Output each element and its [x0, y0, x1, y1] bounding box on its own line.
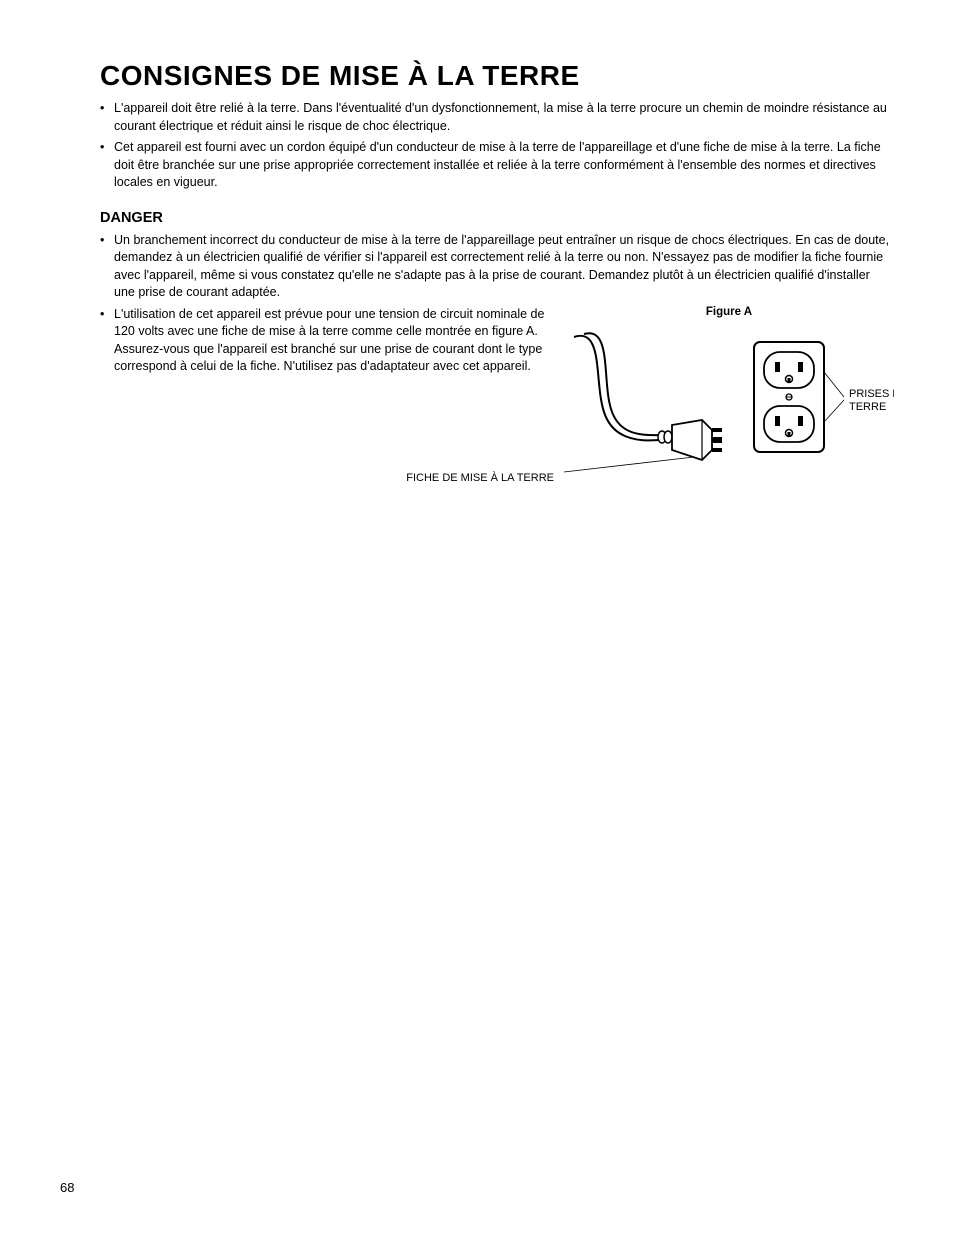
outlet-label-line1: PRISES DE: [849, 388, 894, 400]
page-number: 68: [60, 1180, 74, 1195]
danger-bullet-list: Un branchement incorrect du conducteur d…: [100, 232, 894, 302]
outlet-label-line2: TERRE: [849, 401, 886, 413]
page: CONSIGNES DE MISE À LA TERRE L'appareil …: [0, 0, 954, 1235]
danger-heading: DANGER: [100, 210, 894, 226]
plug-label: FICHE DE MISE À LA TERRE: [404, 472, 554, 484]
grounding-figure-icon: PRISES DE TERRE: [564, 322, 894, 482]
intro-bullet-list: L'appareil doit être relié à la terre. D…: [100, 100, 894, 192]
page-title: CONSIGNES DE MISE À LA TERRE: [100, 60, 894, 92]
danger-bullet-list-2: L'utilisation de cet appareil est prévue…: [100, 306, 556, 376]
list-item: L'utilisation de cet appareil est prévue…: [100, 306, 556, 376]
list-item: L'appareil doit être relié à la terre. D…: [100, 100, 894, 135]
figure-title: Figure A: [564, 306, 894, 318]
figure-column: Figure A: [564, 306, 894, 497]
list-item: Cet appareil est fourni avec un cordon é…: [100, 139, 894, 192]
figure-wrap: PRISES DE TERRE FICHE DE MISE À LA TERRE: [564, 322, 894, 497]
list-item: Un branchement incorrect du conducteur d…: [100, 232, 894, 302]
content-row: L'utilisation de cet appareil est prévue…: [100, 306, 894, 497]
left-column: L'utilisation de cet appareil est prévue…: [100, 306, 564, 380]
